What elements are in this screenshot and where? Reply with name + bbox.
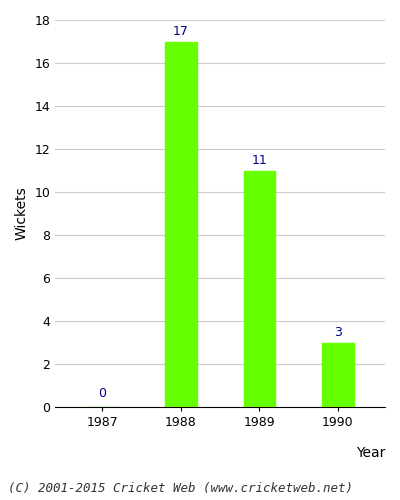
Text: 0: 0 — [98, 386, 106, 400]
Text: 11: 11 — [252, 154, 267, 168]
Bar — [244, 170, 275, 407]
Bar — [165, 42, 196, 407]
Text: 17: 17 — [173, 26, 189, 38]
Y-axis label: Wickets: Wickets — [15, 186, 29, 240]
Text: 3: 3 — [334, 326, 342, 340]
Text: Year: Year — [356, 446, 385, 460]
Text: (C) 2001-2015 Cricket Web (www.cricketweb.net): (C) 2001-2015 Cricket Web (www.cricketwe… — [8, 482, 353, 495]
Bar — [322, 342, 354, 407]
